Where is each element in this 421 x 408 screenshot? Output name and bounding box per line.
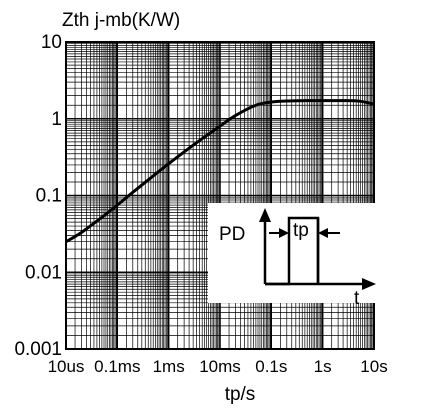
x-tick-label: 1ms [153, 357, 185, 376]
tick-labels: 10us 0.1ms 1ms 10ms 0.1s 1s 10s 10 1 0.1 0.01 0.001 [14, 32, 387, 376]
zth-curve [65, 99, 375, 244]
inset-tp-label: tp [293, 220, 309, 241]
pulse-inset: PD tp t [208, 203, 376, 309]
inset-y-arrow [259, 208, 271, 222]
inset-background [208, 203, 376, 303]
x-tick-label: 10us [48, 357, 85, 376]
y-tick-label: 10 [41, 32, 62, 53]
inset-tp-arrowhead-left [279, 228, 289, 238]
inset-x-arrow [362, 278, 376, 290]
inset-tp-arrowhead-right [318, 228, 328, 238]
x-axis-label: tp/s [225, 384, 256, 405]
x-tick-label: 10s [360, 357, 387, 376]
y-tick-label: 1 [51, 109, 62, 130]
plot-frame [65, 41, 375, 350]
x-tick-label: 10ms [199, 357, 241, 376]
inset-t-label: t [354, 288, 360, 309]
y-tick-label: 0.01 [25, 262, 62, 283]
y-tick-label: 0.001 [14, 339, 62, 360]
x-tick-label: 0.1ms [94, 357, 140, 376]
x-tick-label: 0.1s [255, 357, 287, 376]
y-tick-label: 0.1 [36, 186, 62, 207]
y-axis-label: Zth j-mb(K/W) [62, 10, 180, 31]
inset-pd-label: PD [219, 224, 245, 245]
x-tick-label: 1s [314, 357, 332, 376]
